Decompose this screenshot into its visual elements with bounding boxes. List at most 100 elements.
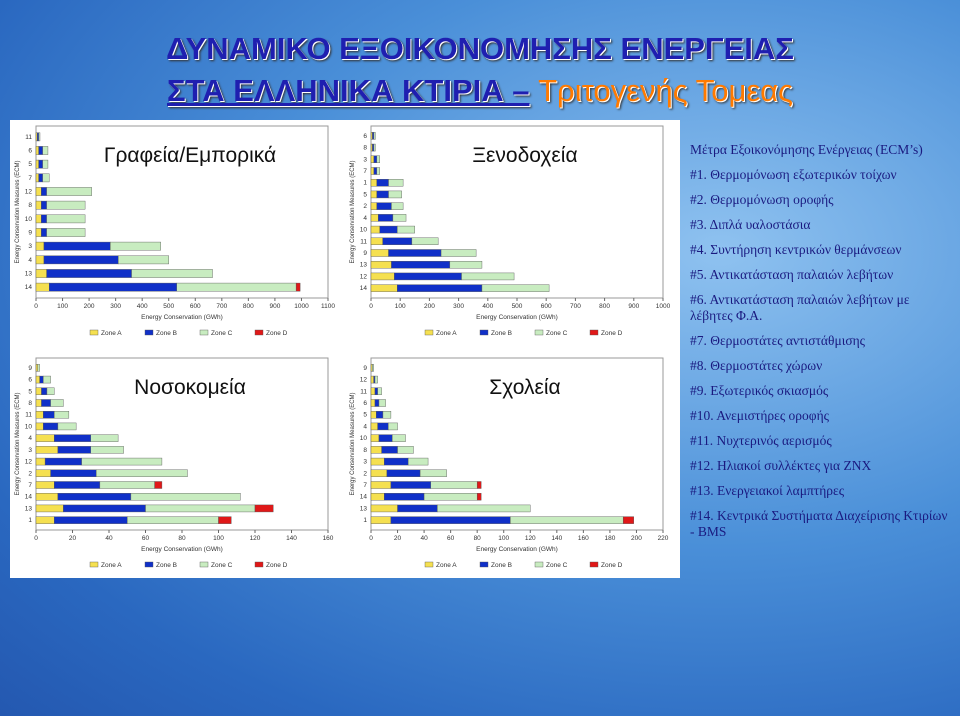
bar-segment (381, 446, 398, 454)
bar-segment (57, 422, 77, 431)
legend-swatch (589, 329, 599, 336)
measure-item: #1. Θερμομόνωση εξωτερικών τοίχων (690, 167, 897, 182)
bar-segment (43, 255, 119, 265)
x-tick-label: 80 (178, 535, 186, 542)
bar-segment (376, 411, 384, 419)
bar-segment (35, 387, 42, 395)
bar-segment (35, 255, 45, 265)
legend-swatch (424, 329, 434, 336)
x-tick-label: 100 (498, 535, 509, 542)
x-tick-label: 700 (570, 303, 581, 310)
x-tick-label: 60 (142, 535, 150, 542)
bar-segment (35, 269, 47, 278)
measure-list: Μέτρα Εξοικονόμησης Ενέργειας (ECM’s) #1… (690, 142, 952, 549)
measure-item: #10. Ανεμιστήρες οροφής (690, 408, 829, 423)
bar-segment (50, 469, 97, 477)
y-tick-label: 10 (25, 216, 33, 223)
legend-swatch (89, 329, 99, 336)
y-tick-label: 11 (25, 412, 32, 419)
bar-segment (54, 516, 128, 524)
bar-segment (388, 422, 398, 431)
measure-item: #11. Νυχτερινός αερισμός (690, 433, 832, 448)
bar-segment (384, 493, 425, 501)
y-tick-label: 1 (28, 517, 32, 524)
x-axis-title: Energy Conservation (GWh) (141, 546, 223, 553)
bar-segment (90, 434, 119, 442)
legend-swatch (144, 329, 154, 336)
x-tick-label: 500 (163, 303, 174, 310)
bar-segment (394, 272, 462, 281)
bar-segment (127, 516, 219, 524)
bar-segment (370, 284, 398, 292)
y-tick-label: 4 (28, 257, 32, 264)
bar-segment (370, 202, 378, 210)
y-tick-label: 6 (363, 133, 367, 140)
bar-segment (370, 422, 378, 431)
bar-segment (397, 284, 483, 292)
y-tick-label: 8 (28, 202, 32, 209)
y-tick-label: 10 (360, 435, 368, 442)
y-tick-label: 13 (25, 271, 33, 278)
y-tick-label: 6 (28, 148, 32, 155)
bar-segment (382, 237, 413, 246)
x-tick-label: 100 (57, 303, 68, 310)
bar-segment (370, 387, 376, 395)
y-tick-label: 6 (363, 400, 367, 407)
x-tick-label: 0 (369, 303, 373, 310)
bar-segment (38, 146, 43, 155)
bar-segment (370, 225, 380, 234)
bar-segment (370, 399, 376, 407)
measure-item: #6. Αντικατάσταση παλαιών λεβήτων με λέβ… (690, 292, 910, 323)
bar-segment (622, 516, 635, 524)
bar-segment (481, 284, 550, 292)
bar-segment (376, 202, 392, 210)
bar-segment (384, 457, 409, 466)
bar-segment (46, 214, 86, 224)
bar-segment (373, 155, 378, 163)
bar-segment (370, 167, 375, 175)
bar-segment (370, 132, 373, 140)
x-tick-label: 1000 (656, 303, 671, 310)
y-tick-label: 3 (28, 243, 32, 250)
bar-segment (388, 179, 404, 187)
bar-segment (370, 493, 385, 501)
bar-segment (38, 159, 43, 169)
bar-segment (377, 387, 382, 395)
bar-segment (54, 481, 101, 489)
subtitle: Τριτογενής Τομεας (538, 73, 793, 108)
slide-title: ΔΥΝΑΜΙΚΟ ΕΞΟΙΚΟΝΟΜΗΣΗΣ ΕΝΕΡΓΕΙΑΣ ΣΤΑ ΕΛΛ… (0, 28, 960, 112)
bar-segment (90, 446, 124, 454)
title-line: ΣΤΑ ΕΛΛΗΝΙΚΑ ΚΤΙΡΙΑ – Τριτογενής Τομεας (0, 70, 960, 112)
bar-segment (370, 446, 382, 454)
y-tick-label: 14 (360, 285, 368, 292)
bar-segment (41, 228, 47, 237)
y-tick-label: 11 (25, 134, 32, 141)
y-tick-label: 5 (363, 191, 367, 198)
bar-segment (386, 469, 421, 477)
bar-segment (41, 387, 48, 395)
x-tick-label: 800 (599, 303, 610, 310)
y-tick-label: 6 (28, 377, 32, 384)
y-tick-label: 12 (360, 273, 368, 280)
bar-segment (35, 364, 39, 372)
bar-segment (41, 399, 51, 407)
y-tick-label: 11 (360, 388, 367, 395)
bar-segment (35, 434, 55, 442)
measure-item: #2. Θερμομόνωση οροφής (690, 192, 834, 207)
x-tick-label: 600 (541, 303, 552, 310)
legend-label: Zone B (156, 330, 177, 337)
x-tick-label: 400 (137, 303, 148, 310)
bar-segment (378, 434, 393, 442)
y-tick-label: 2 (28, 470, 32, 477)
legend-label: Zone B (156, 562, 177, 569)
y-axis-title: Energy Conservation Measures (ECM) (15, 392, 21, 495)
bar-segment (370, 143, 373, 152)
bar-segment (370, 516, 392, 524)
bar-segment (423, 493, 478, 501)
x-tick-label: 900 (628, 303, 639, 310)
bar-segment (376, 179, 389, 187)
bar-segment (41, 187, 47, 196)
x-tick-label: 180 (604, 535, 615, 542)
